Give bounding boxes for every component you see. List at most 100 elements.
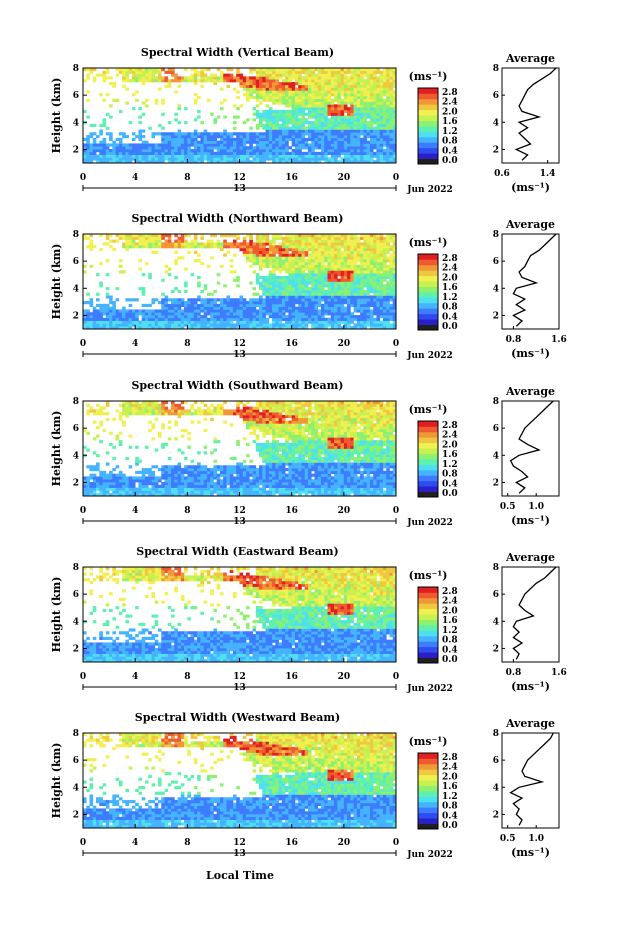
heatmap-cell — [324, 140, 328, 144]
heatmap-cell — [96, 157, 100, 161]
heatmap-cell — [369, 245, 374, 249]
heatmap-cell — [294, 123, 299, 128]
heatmap-cell — [105, 487, 110, 491]
heatmap-cell — [177, 149, 182, 153]
heatmap-cell — [307, 107, 312, 111]
heatmap-cell — [164, 76, 169, 80]
heatmap-cell — [144, 79, 149, 83]
heatmap-cell — [135, 146, 139, 150]
heatmap-cell — [167, 132, 172, 136]
heatmap-cell — [311, 107, 315, 111]
heatmap-cell — [239, 320, 244, 324]
heatmap-cell — [197, 146, 201, 150]
heatmap-cell — [314, 317, 319, 321]
heatmap-cell — [291, 273, 296, 277]
heatmap-cell — [265, 275, 270, 280]
heatmap-cell — [125, 151, 129, 155]
heatmap-cell — [135, 445, 139, 449]
heatmap-cell — [334, 270, 338, 274]
heatmap-cell — [285, 118, 289, 122]
heatmap-cell — [148, 275, 152, 280]
heatmap-cell — [219, 87, 224, 91]
heatmap-cell — [294, 315, 299, 319]
colorbar-swatch — [418, 319, 438, 325]
heatmap-cell — [174, 479, 178, 483]
heatmap-cell — [242, 303, 247, 307]
heatmap-cell — [366, 323, 371, 327]
heatmap-cell — [161, 401, 165, 405]
heatmap-cell — [291, 301, 296, 305]
heatmap-cell — [125, 76, 129, 80]
heatmap-cell — [356, 93, 361, 97]
heatmap-cell — [366, 306, 371, 310]
heatmap-cell — [311, 76, 315, 80]
heatmap-cell — [294, 301, 299, 305]
heatmap-cell — [197, 317, 201, 321]
heatmap-cell — [340, 239, 345, 243]
heatmap-cell — [187, 140, 191, 144]
heatmap-cell — [294, 247, 299, 252]
heatmap-cell — [314, 275, 319, 280]
heatmap-cell — [360, 160, 364, 164]
heatmap-cell — [197, 115, 201, 119]
heatmap-cell — [321, 146, 325, 150]
heatmap-cell — [180, 484, 185, 488]
heatmap-cell — [307, 73, 312, 77]
heatmap-cell — [157, 132, 162, 136]
heatmap-cell — [343, 270, 348, 274]
heatmap-cell — [144, 470, 149, 474]
heatmap-cell — [171, 245, 175, 249]
heatmap-cell — [141, 401, 146, 405]
heatmap-cell — [148, 412, 152, 416]
heatmap-cell — [210, 320, 214, 324]
heatmap-cell — [330, 315, 335, 319]
heatmap-cell — [138, 245, 143, 249]
heatmap-cell — [83, 264, 87, 268]
heatmap-cell — [118, 154, 123, 158]
heatmap-cell — [360, 242, 364, 246]
heatmap-cell — [151, 403, 156, 407]
heatmap-cell — [382, 242, 387, 246]
heatmap-cell — [330, 157, 335, 161]
heatmap-cell — [203, 303, 208, 307]
heatmap-cell — [197, 151, 201, 155]
heatmap-cell — [157, 123, 162, 128]
heatmap-cell — [262, 135, 266, 139]
heatmap-cell — [379, 270, 384, 274]
heatmap-cell — [171, 490, 175, 494]
heatmap-cell — [174, 73, 178, 77]
heatmap-cell — [174, 420, 178, 424]
heatmap-cell — [379, 250, 384, 254]
heatmap-cell — [307, 287, 312, 291]
heatmap-cell — [392, 101, 397, 105]
x-tick-label: 0 — [393, 339, 399, 349]
heatmap-cell — [343, 157, 348, 161]
heatmap-cell — [203, 242, 208, 246]
heatmap-cell — [360, 157, 364, 161]
heatmap-cell — [246, 151, 250, 155]
heatmap-cell — [92, 326, 97, 330]
heatmap-cell — [340, 76, 345, 80]
heatmap-cell — [167, 320, 172, 324]
heatmap-cell — [167, 470, 172, 474]
heatmap-cell — [317, 84, 322, 88]
heatmap-cell — [167, 79, 172, 83]
heatmap-cell — [99, 317, 103, 321]
heatmap-cell — [347, 115, 351, 119]
heatmap-cell — [360, 109, 364, 114]
heatmap-cell — [379, 70, 384, 74]
heatmap-cell — [330, 84, 335, 88]
heatmap-cell — [373, 140, 377, 144]
heatmap-cell — [386, 90, 390, 94]
heatmap-cell — [265, 121, 270, 125]
heatmap-cell — [334, 149, 338, 153]
heatmap-cell — [353, 317, 358, 321]
heatmap-cell — [125, 456, 129, 461]
heatmap-cell — [171, 132, 175, 136]
heatmap-cell — [337, 292, 341, 296]
heatmap-cell — [291, 295, 296, 299]
heatmap-cell — [174, 409, 178, 413]
heatmap-cell — [288, 121, 293, 125]
heatmap-cell — [324, 123, 328, 128]
heatmap-cell — [360, 137, 364, 141]
